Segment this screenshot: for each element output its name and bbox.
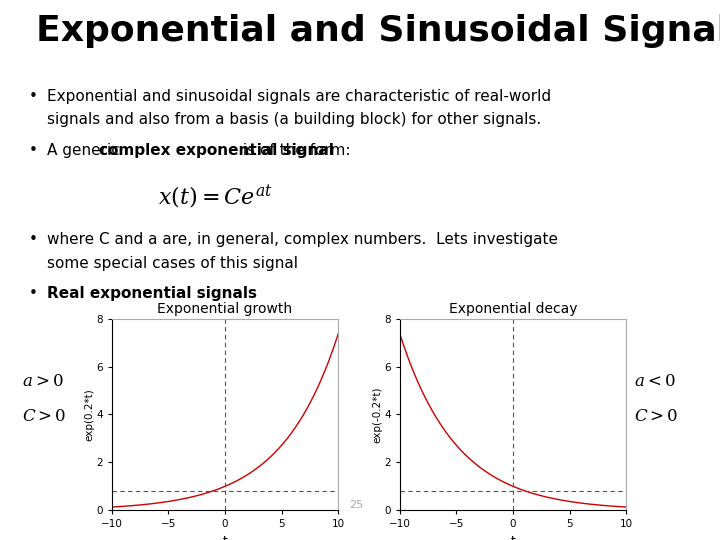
Text: $a<0$: $a<0$ bbox=[634, 372, 675, 390]
Text: 25: 25 bbox=[349, 500, 364, 510]
Text: Exponential and sinusoidal signals are characteristic of real-world: Exponential and sinusoidal signals are c… bbox=[47, 89, 551, 104]
Text: some special cases of this signal: some special cases of this signal bbox=[47, 255, 298, 271]
Text: complex exponential signal: complex exponential signal bbox=[99, 143, 334, 158]
Text: $a>0$: $a>0$ bbox=[22, 372, 63, 390]
Text: signals and also from a basis (a building block) for other signals.: signals and also from a basis (a buildin… bbox=[47, 112, 541, 127]
Title: Exponential decay: Exponential decay bbox=[449, 302, 577, 316]
Text: •: • bbox=[29, 143, 37, 158]
Text: •: • bbox=[29, 89, 37, 104]
Y-axis label: exp(-0.2*t): exp(-0.2*t) bbox=[372, 386, 382, 443]
Text: is of the form:: is of the form: bbox=[238, 143, 351, 158]
Title: Exponential growth: Exponential growth bbox=[158, 302, 292, 316]
X-axis label: t: t bbox=[222, 535, 228, 540]
Text: $x(t) = Ce^{at}$: $x(t) = Ce^{at}$ bbox=[158, 184, 273, 211]
Text: where C and a are, in general, complex numbers.  Lets investigate: where C and a are, in general, complex n… bbox=[47, 232, 558, 247]
Text: Real exponential signals: Real exponential signals bbox=[47, 286, 257, 301]
Text: $C>0$: $C>0$ bbox=[634, 407, 678, 425]
Text: •: • bbox=[29, 286, 37, 301]
Text: •: • bbox=[29, 232, 37, 247]
Text: $C>0$: $C>0$ bbox=[22, 407, 66, 425]
Text: A generic: A generic bbox=[47, 143, 125, 158]
Y-axis label: exp(0.2*t): exp(0.2*t) bbox=[84, 388, 94, 441]
Text: Exponential and Sinusoidal Signals: Exponential and Sinusoidal Signals bbox=[36, 14, 720, 48]
X-axis label: t: t bbox=[510, 535, 516, 540]
